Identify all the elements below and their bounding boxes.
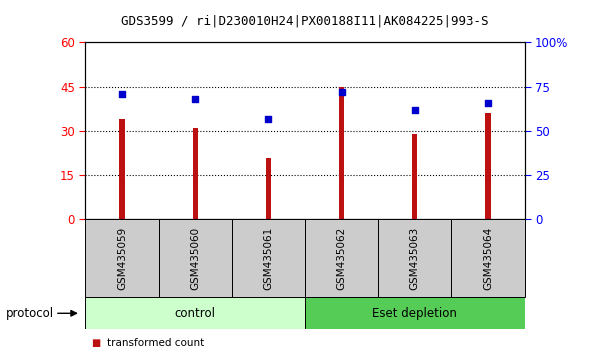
Point	[264, 116, 273, 121]
Bar	[266, 158, 271, 219]
Bar	[193, 128, 198, 219]
Text: control: control	[174, 307, 216, 320]
Bar	[85, 297, 305, 329]
Bar	[159, 219, 232, 297]
Bar	[486, 113, 490, 219]
Bar	[451, 219, 525, 297]
Point	[410, 107, 420, 113]
Text: GSM435060: GSM435060	[190, 227, 200, 290]
Bar	[339, 87, 344, 219]
Text: Eset depletion: Eset depletion	[372, 307, 458, 320]
Bar	[120, 119, 124, 219]
Point	[190, 96, 200, 102]
Text: ■: ■	[92, 338, 101, 348]
Bar	[85, 219, 159, 297]
Text: GSM435062: GSM435062	[337, 227, 346, 290]
Text: GSM435061: GSM435061	[264, 227, 273, 290]
Point	[337, 89, 346, 95]
Bar	[305, 297, 525, 329]
Bar	[378, 219, 451, 297]
Text: protocol: protocol	[6, 307, 54, 320]
Text: GDS3599 / ri|D230010H24|PX00188I11|AK084225|993-S: GDS3599 / ri|D230010H24|PX00188I11|AK084…	[121, 14, 489, 27]
Bar	[412, 134, 417, 219]
Bar	[305, 219, 378, 297]
Text: transformed count: transformed count	[107, 338, 204, 348]
Point	[117, 91, 127, 97]
Text: GSM435064: GSM435064	[483, 227, 493, 290]
Bar	[232, 219, 305, 297]
Text: GSM435059: GSM435059	[117, 227, 127, 290]
Point	[483, 100, 493, 105]
Text: GSM435063: GSM435063	[410, 227, 420, 290]
